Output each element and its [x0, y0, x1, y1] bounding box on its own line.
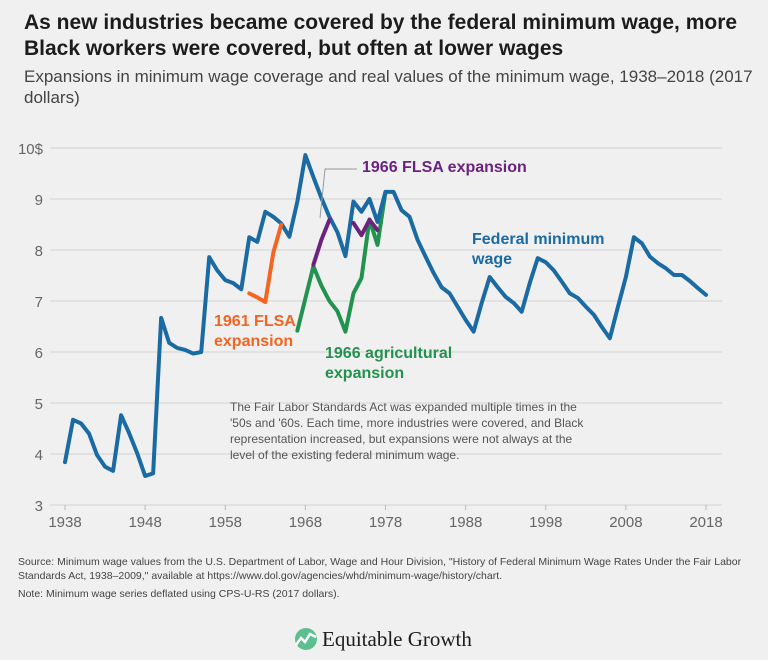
- x-tick-label: 1948: [128, 514, 161, 531]
- y-tick-label: 10$: [18, 141, 44, 158]
- y-tick-label: 5: [35, 396, 43, 413]
- label-line: Federal minimum: [472, 231, 605, 248]
- logo-icon: [294, 628, 317, 650]
- y-tick-label: 4: [35, 447, 43, 464]
- logo-text: Equitable Growth: [322, 627, 472, 651]
- label-line: 1966 agricultural: [325, 345, 453, 362]
- x-tick-label: 1988: [449, 514, 482, 531]
- y-tick-label: 6: [35, 345, 43, 362]
- x-tick-label: 1958: [209, 514, 242, 531]
- y-tick-label: 3: [35, 498, 43, 515]
- label-line: wage: [472, 251, 513, 268]
- x-tick-label: 1968: [289, 514, 322, 531]
- chart-subtitle: Expansions in minimum wage coverage and …: [24, 67, 753, 107]
- label-1966-agricultural: 1966 agricultural expansion: [325, 344, 452, 384]
- source-note: Source: Minimum wage values from the U.S…: [18, 556, 742, 582]
- series-line-federal-minimum-wage: [63, 153, 708, 478]
- chart-annotation: The Fair Labor Standards Act was expande…: [230, 400, 584, 462]
- footnote: Note: Minimum wage series deflated using…: [18, 588, 340, 600]
- chart-header: As new industries became covered by the …: [24, 10, 760, 108]
- label-line: expansion: [214, 333, 294, 350]
- series-line-1966-flsa-expansion: [351, 217, 380, 238]
- x-tick-label: 2018: [689, 514, 722, 531]
- y-tick-label: 8: [35, 243, 43, 260]
- x-tick-label: 2008: [609, 514, 642, 531]
- label-line: 1961 FLSA: [214, 313, 296, 330]
- series-line-1966-flsa-expansion: [311, 217, 332, 267]
- label-1966-flsa: 1966 FLSA expansion: [362, 159, 527, 176]
- series-line-1961-flsa-expansion: [247, 222, 284, 305]
- x-tick-label: 1978: [369, 514, 402, 531]
- x-tick-label: 1998: [529, 514, 562, 531]
- chart-footer: Source: Minimum wage values from the U.S…: [18, 555, 748, 601]
- chart-title: As new industries became covered by the …: [24, 11, 738, 60]
- label-federal-minimum-wage: Federal minimum wage: [472, 230, 604, 270]
- equitable-growth-logo: Equitable Growth: [294, 627, 472, 651]
- annotation-leader-line: [319, 168, 357, 219]
- y-tick-label: 7: [35, 294, 43, 311]
- x-tick-label: 1938: [48, 514, 81, 531]
- label-1961-flsa: 1961 FLSA expansion: [214, 312, 296, 352]
- chart-area: 3 4 5 6 7 8 9 10$ 1938 1948 1958 1968 1978 1988 1998 20…: [18, 141, 723, 531]
- label-line: expansion: [325, 365, 405, 382]
- y-tick-label: 9: [35, 192, 43, 209]
